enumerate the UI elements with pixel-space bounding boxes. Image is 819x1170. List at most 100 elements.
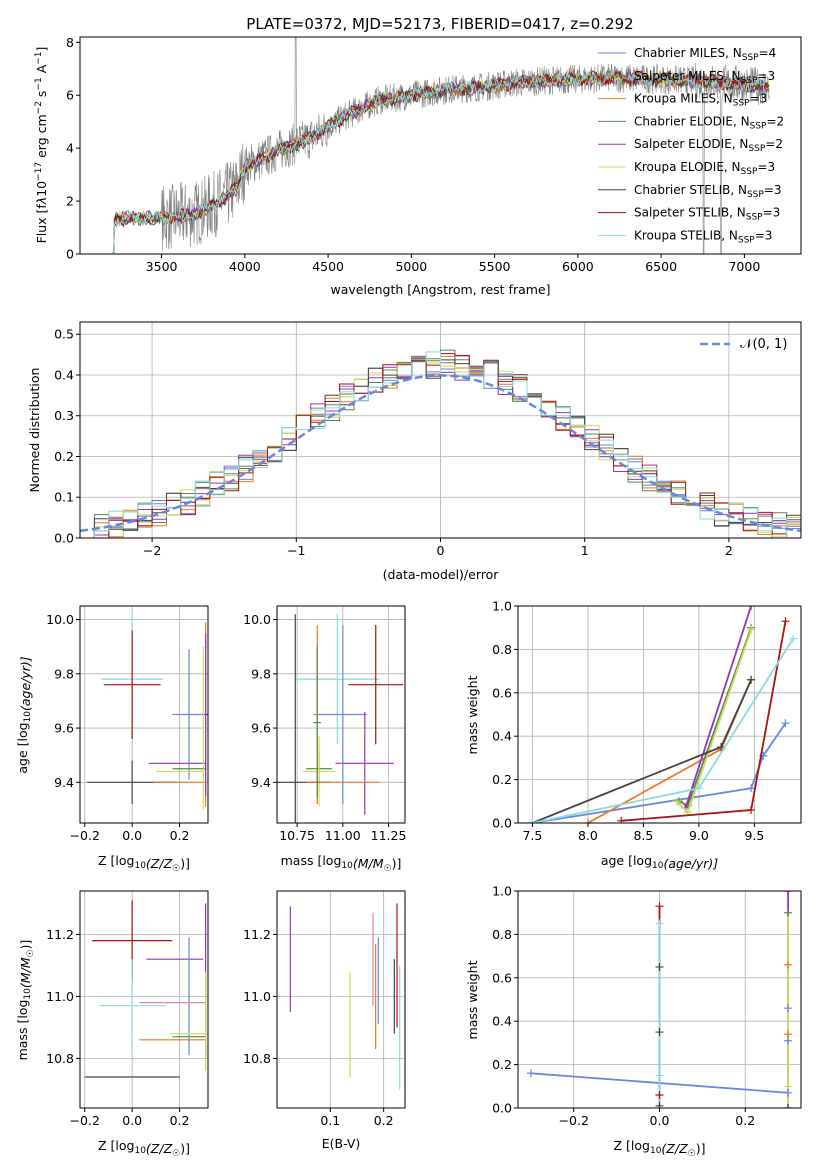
plus-marker <box>655 962 664 971</box>
plus-marker <box>784 908 793 917</box>
y-tick-label: 1.0 <box>492 599 512 614</box>
model-spectrum-line <box>111 70 770 254</box>
plot-area <box>80 322 801 538</box>
plot-area <box>111 37 770 254</box>
legend-entry: Salpeter ELODIE, NSSP=2 <box>634 137 783 154</box>
plus-marker <box>784 1004 793 1013</box>
errorbar-point <box>98 959 166 1053</box>
y-tick-label: 11.2 <box>243 927 271 942</box>
plot-area <box>277 891 405 1108</box>
plot-mass-vs-EBV: 0.1 0.2 10.8 11.0 11.2 E(B-V) <box>243 890 406 1151</box>
x-tick-label: 11.00 <box>325 828 361 843</box>
x-tick-label: 7000 <box>728 259 760 274</box>
y-tick-label: 0.4 <box>492 729 512 744</box>
x-tick-label: 0.1 <box>320 1113 340 1128</box>
legend-entry: Chabrier STELIB, NSSP=3 <box>634 183 782 200</box>
y-tick-label: 1.0 <box>492 884 512 899</box>
x-axis-label: wavelength [Angstrom, rest frame] <box>330 282 550 297</box>
axes-frame <box>276 890 406 1109</box>
weight-series <box>528 675 756 823</box>
y-tick-label: 0.4 <box>54 367 74 382</box>
y-axis-label: age [log10(age/yr)] <box>15 656 33 773</box>
plus-marker <box>747 625 756 634</box>
errorbar-point <box>313 646 321 799</box>
x-tick-label: 9.5 <box>744 828 764 843</box>
y-axis-label: mass weight <box>465 675 480 754</box>
y-tick-label: 8 <box>66 35 74 50</box>
x-tick-label: −0.2 <box>70 828 100 843</box>
plus-marker <box>583 819 592 823</box>
y-tick-label: 10.8 <box>243 1051 271 1066</box>
plus-marker <box>694 784 703 793</box>
plot-massweight-vs-Z: −0.2 0.0 0.2 0.0 0.2 0.4 0.6 0.8 1.0 Z [log10(Z/Z… <box>465 884 802 1159</box>
plus-marker <box>784 1104 793 1108</box>
axes-frame <box>79 890 209 1109</box>
x-tick-label: 7.5 <box>522 828 542 843</box>
y-tick-label: 0.2 <box>492 772 512 787</box>
x-tick-label: 8.5 <box>633 828 653 843</box>
legend-entry: Kroupa STELIB, NSSP=3 <box>634 228 772 245</box>
x-tick-label: 9.0 <box>689 828 709 843</box>
axes-frame <box>517 605 802 824</box>
plot-mass-vs-Z: −0.2 0.0 0.2 10.8 11.0 11.2 Z [log10(Z/Z☉)] mas… <box>15 890 209 1159</box>
y-tick-label: 0.0 <box>492 816 512 831</box>
plus-marker <box>672 797 681 806</box>
y-tick-label: 10.8 <box>46 1051 74 1066</box>
x-tick-label: 0.0 <box>122 1113 142 1128</box>
y-tick-label: 9.8 <box>251 666 271 681</box>
plus-marker <box>655 1071 664 1080</box>
x-tick-label: 3500 <box>146 259 178 274</box>
y-axis-label: Normed distribution <box>27 368 42 493</box>
x-tick-label: 1 <box>581 543 589 558</box>
y-tick-label: 10.0 <box>243 612 271 627</box>
errorbar-point <box>319 624 367 805</box>
y-tick-label: 9.4 <box>251 775 271 790</box>
plus-marker <box>789 634 798 643</box>
plot-area <box>518 891 801 1108</box>
plus-marker <box>717 743 726 752</box>
legend-entry: Kroupa ELODIE, NSSP=3 <box>634 160 775 177</box>
errorbar-point <box>302 736 336 807</box>
y-tick-label: 9.6 <box>251 721 271 736</box>
plus-marker <box>655 919 664 928</box>
x-tick-label: 4500 <box>312 259 344 274</box>
residual-histogram <box>80 351 801 538</box>
x-tick-label: 5000 <box>395 259 427 274</box>
y-tick-label: 11.0 <box>46 989 74 1004</box>
weight-series <box>617 617 790 823</box>
y-tick-label: 4 <box>66 141 74 156</box>
x-tick-label: −0.2 <box>559 1113 589 1128</box>
errorbar-point <box>103 630 161 739</box>
y-tick-label: 0.2 <box>54 449 74 464</box>
plot-area <box>80 891 208 1108</box>
axes-frame <box>79 605 209 824</box>
y-tick-label: 0.1 <box>54 490 74 505</box>
plus-marker <box>784 960 793 969</box>
x-tick-label: −2 <box>143 543 161 558</box>
y-tick-label: 0.2 <box>492 1057 512 1072</box>
plus-marker <box>655 1101 664 1108</box>
errorbar-point <box>172 649 206 780</box>
plus-marker <box>784 891 793 895</box>
y-axis-label: Flux [fλ10−17 erg cm−2 s−1 A−1] <box>34 47 49 244</box>
legend-entry: Chabrier MILES, NSSP=4 <box>634 46 776 63</box>
y-tick-label: 11.0 <box>243 989 271 1004</box>
plot-age-vs-Z: −0.2 0.0 0.2 9.4 9.6 9.8 10.0 Z [log10(Z/Z☉)] ag… <box>15 605 209 874</box>
errorbar-point <box>295 614 380 745</box>
plus-marker <box>747 675 756 684</box>
x-tick-label: 6500 <box>645 259 677 274</box>
y-tick-label: 0.3 <box>54 408 74 423</box>
plot-age-vs-mass: 10.75 11.00 11.25 9.4 9.6 9.8 10.0 mass [log10(… <box>243 605 406 874</box>
normal-curve <box>80 374 801 533</box>
plus-marker <box>617 816 626 823</box>
y-tick-label: 0.8 <box>492 927 512 942</box>
y-tick-label: 10.0 <box>46 612 74 627</box>
x-axis-label: E(B-V) <box>322 1136 361 1151</box>
residual-histogram <box>80 353 801 538</box>
y-tick-label: 9.8 <box>54 666 74 681</box>
x-axis-label: Z [log10(Z/Z☉)] <box>98 1138 190 1159</box>
x-tick-label: 6000 <box>562 259 594 274</box>
weight-line <box>684 606 752 809</box>
x-axis-label: Z [log10(Z/Z☉)] <box>98 853 190 874</box>
